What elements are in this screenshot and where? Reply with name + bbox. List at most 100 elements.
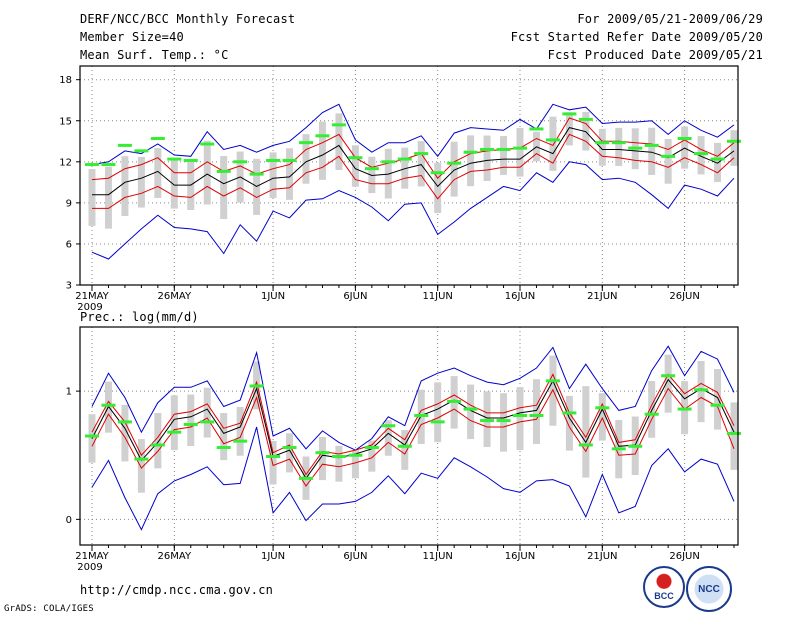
observed-marker [85,163,99,167]
line-lower [92,133,735,209]
observed-marker [545,138,560,142]
x-tick-label: 11JUN [422,551,452,562]
x-tick-label: 26MAY [158,551,192,562]
x-tick-label: 6JUN [343,551,367,562]
observed-marker [381,160,396,164]
observed-marker [562,411,577,415]
observed-marker [331,455,346,459]
spread-bar [598,128,606,166]
observed-marker [710,157,725,161]
observed-marker [117,143,132,147]
spread-bar [203,140,211,205]
x-tick-label: 16JUN [505,291,535,302]
x-tick-label: 21JUN [587,291,617,302]
x-tick-label: 11JUN [422,291,452,302]
variable-label-prec: Prec.: log(mm/d) [80,310,199,324]
observed-marker [644,412,659,416]
observed-marker [216,446,231,450]
bcc-logo-label: BCC [654,591,674,601]
spread-bar [401,147,409,189]
observed-marker [611,141,626,145]
spread-bar [401,429,409,470]
observed-marker [628,444,643,448]
spread-bar [269,152,277,198]
spread-bar [187,394,195,447]
observed-marker [315,451,330,455]
spread-bar [170,395,178,451]
ncc-logo-label: NCC [698,583,720,595]
spread-bar [220,413,228,461]
observed-marker [694,152,709,156]
observed-marker [496,419,511,423]
spread-bar [697,136,705,175]
observed-marker [578,117,593,121]
forecast-produced-date: Fcst Produced Date 2009/05/21 [547,48,763,62]
observed-marker [200,420,215,424]
observed-marker [562,112,577,116]
observed-marker [529,413,544,417]
spread-bar [384,420,392,456]
observed-marker [233,439,248,443]
observed-marker [595,141,610,145]
spread-bar [565,395,573,451]
observed-marker [134,149,149,153]
observed-marker [348,156,363,160]
x-tick-label: 26JUN [669,291,699,302]
observed-marker [463,150,478,154]
observed-marker [463,407,478,411]
spread-bar [269,441,277,485]
spread-bar [236,407,244,456]
spread-bar [302,134,310,184]
x-year-label: 2009 [77,302,102,313]
observed-marker [331,123,346,127]
observed-marker [710,403,725,407]
observed-marker [529,127,544,131]
spread-bar [500,393,508,452]
observed-marker [545,379,560,383]
observed-marker [216,169,231,173]
panel-frame [79,326,739,546]
forecast-started-date: Fcst Started Refer Date 2009/05/20 [510,30,763,44]
spread-bar [351,145,359,187]
observed-marker [628,146,643,150]
observed-marker [611,447,626,451]
y-tick-label: 18 [59,75,72,86]
spread-bar [335,113,343,171]
observed-marker [578,443,593,447]
spread-bar [714,369,722,430]
x-tick-label: 26JUN [669,551,699,562]
x-year-label: 2009 [77,562,102,573]
spread-bar [220,156,228,220]
observed-marker [183,422,198,426]
y-tick-label: 6 [66,239,72,250]
y-tick-label: 15 [59,116,72,127]
x-tick-label: 21JUN [587,551,617,562]
spread-bar [467,135,475,187]
y-tick-label: 3 [66,281,72,292]
spread-bar [615,127,623,166]
spread-bar [121,404,129,462]
spread-bar [532,379,540,444]
spread-bar [714,142,722,183]
y-tick-label: 12 [59,157,72,168]
forecast-period: For 2009/05/21-2009/06/29 [577,12,763,26]
observed-marker [266,158,281,162]
spread-bar [467,384,475,440]
line-upper [91,373,735,476]
spread-bar [516,387,524,451]
grads-credit: GrADS: COLA/IGES [4,604,94,614]
spread-bar [697,360,705,423]
spread-bar [664,354,672,413]
x-tick-label: 1JUN [261,291,285,302]
line-min [91,426,735,531]
observed-marker [348,453,363,457]
observed-marker [381,424,396,428]
observed-marker [315,134,330,138]
spread-bar [88,169,96,226]
spread-bar [582,386,590,478]
x-tick-label: 26MAY [158,291,192,302]
observed-marker [513,146,527,150]
observed-marker [414,413,429,417]
ncc-logo: NCC [686,566,732,612]
